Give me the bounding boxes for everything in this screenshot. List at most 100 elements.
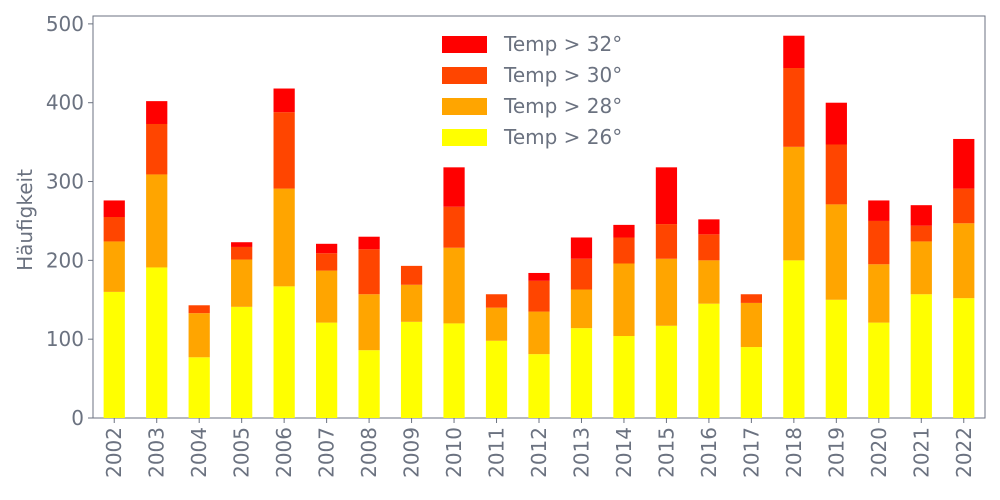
- bar-2016-series-1: [698, 260, 720, 304]
- bar-2004-series-2: [188, 305, 210, 314]
- bar-2017-series-2: [740, 294, 762, 303]
- x-tick-label: 2011: [485, 427, 509, 478]
- x-tick-label: 2014: [612, 427, 636, 478]
- bar-2011-series-0: [485, 340, 508, 418]
- bar-2021-series-0: [910, 294, 932, 418]
- bar-2020-series-2: [868, 220, 890, 265]
- x-tick-label: 2009: [400, 427, 424, 478]
- y-tick-label: 400: [46, 91, 84, 115]
- bar-2003-series-2: [146, 123, 168, 175]
- x-tick-label: 2020: [867, 427, 891, 478]
- bar-2011-series-2: [485, 294, 508, 308]
- x-tick-label: 2002: [102, 427, 126, 478]
- bar-2010-series-1: [443, 247, 465, 324]
- x-tick-label: 2004: [187, 427, 211, 478]
- x-tick-label: 2006: [272, 427, 296, 478]
- legend-label: Temp > 26°: [503, 125, 622, 149]
- bar-2003-series-3: [146, 101, 168, 124]
- legend-swatch: [442, 98, 487, 115]
- bar-2014-series-1: [613, 263, 635, 337]
- x-tick-label: 2012: [527, 427, 551, 478]
- bar-2018-series-0: [783, 260, 805, 418]
- bar-2002-series-2: [103, 217, 125, 242]
- bar-2019-series-1: [825, 204, 847, 300]
- x-tick-label: 2015: [654, 427, 678, 478]
- x-tick-label: 2010: [442, 427, 466, 478]
- bar-2017-series-0: [740, 347, 762, 418]
- bar-2016-series-2: [698, 234, 720, 261]
- y-tick-label: 0: [71, 406, 84, 430]
- bar-2009-series-0: [400, 321, 423, 418]
- x-tick-label: 2022: [952, 427, 976, 478]
- bar-2005-series-2: [231, 246, 253, 260]
- legend-label: Temp > 30°: [503, 63, 622, 87]
- bar-2020-series-0: [868, 322, 890, 418]
- x-tick-label: 2003: [145, 427, 169, 478]
- bar-2007-series-2: [316, 253, 338, 271]
- bar-2010-series-3: [443, 167, 465, 207]
- bar-2015-series-2: [655, 224, 678, 259]
- y-tick-label: 300: [46, 170, 84, 194]
- bar-2008-series-2: [358, 249, 380, 295]
- bar-2020-series-3: [868, 200, 890, 221]
- bar-2021-series-3: [910, 205, 932, 226]
- legend-label: Temp > 32°: [503, 32, 622, 56]
- bar-2022-series-0: [953, 298, 975, 418]
- bar-2007-series-3: [316, 243, 338, 254]
- legend-swatch: [442, 129, 487, 146]
- bar-2014-series-0: [613, 336, 635, 418]
- bar-2002-series-1: [103, 241, 125, 292]
- bar-2020-series-1: [868, 264, 890, 323]
- bar-2010-series-0: [443, 323, 465, 418]
- bar-2014-series-2: [613, 237, 635, 264]
- bar-2019-series-2: [825, 144, 847, 205]
- y-tick-label: 500: [46, 12, 84, 36]
- bar-2009-series-2: [400, 265, 423, 285]
- bar-2004-series-0: [188, 357, 210, 418]
- bar-2006-series-1: [273, 188, 295, 287]
- legend-swatch: [442, 36, 487, 53]
- y-axis-label: Häufigkeit: [13, 169, 37, 271]
- bar-2021-series-2: [910, 225, 932, 242]
- x-tick-label: 2019: [824, 427, 848, 478]
- legend-label: Temp > 28°: [503, 94, 622, 118]
- bar-2013-series-2: [570, 258, 593, 290]
- bar-2005-series-3: [231, 242, 253, 247]
- bar-2012-series-0: [528, 354, 550, 418]
- x-tick-label: 2007: [315, 427, 339, 478]
- bar-2006-series-3: [273, 88, 295, 113]
- bar-2005-series-0: [231, 306, 253, 418]
- bar-2022-series-1: [953, 223, 975, 299]
- x-ticks-group: 2002 2003 2004 2005 2006 2007 2008 2009 2010 2011…: [102, 418, 976, 478]
- bar-2018-series-1: [783, 146, 805, 261]
- bars-group: [103, 35, 975, 418]
- legend: Temp > 32° Temp > 30° Temp > 28° Temp > 26°: [442, 32, 622, 149]
- bar-2010-series-2: [443, 206, 465, 248]
- bar-2018-series-2: [783, 68, 805, 147]
- x-tick-label: 2017: [739, 427, 763, 478]
- bar-2015-series-1: [655, 258, 678, 326]
- bar-2014-series-3: [613, 224, 635, 238]
- x-tick-label: 2016: [697, 427, 721, 478]
- bar-2004-series-1: [188, 313, 210, 358]
- bar-2019-series-3: [825, 102, 847, 145]
- bar-2013-series-3: [570, 237, 593, 259]
- bar-2007-series-1: [316, 270, 338, 323]
- bar-2009-series-1: [400, 284, 423, 322]
- bar-2008-series-0: [358, 350, 380, 418]
- bar-2008-series-1: [358, 294, 380, 351]
- bar-2011-series-1: [485, 307, 508, 341]
- bar-2005-series-1: [231, 259, 253, 307]
- x-tick-label: 2018: [782, 427, 806, 478]
- bar-2006-series-2: [273, 112, 295, 189]
- bar-2021-series-1: [910, 241, 932, 295]
- bar-2012-series-3: [528, 272, 550, 281]
- bar-2015-series-0: [655, 325, 678, 418]
- x-tick-label: 2005: [230, 427, 254, 478]
- y-ticks-group: 0 100 200 300 400 500: [46, 12, 93, 430]
- bar-2013-series-1: [570, 289, 593, 329]
- bar-2022-series-2: [953, 188, 975, 224]
- y-tick-label: 200: [46, 248, 84, 272]
- bar-2012-series-1: [528, 311, 550, 355]
- bar-2016-series-3: [698, 219, 720, 235]
